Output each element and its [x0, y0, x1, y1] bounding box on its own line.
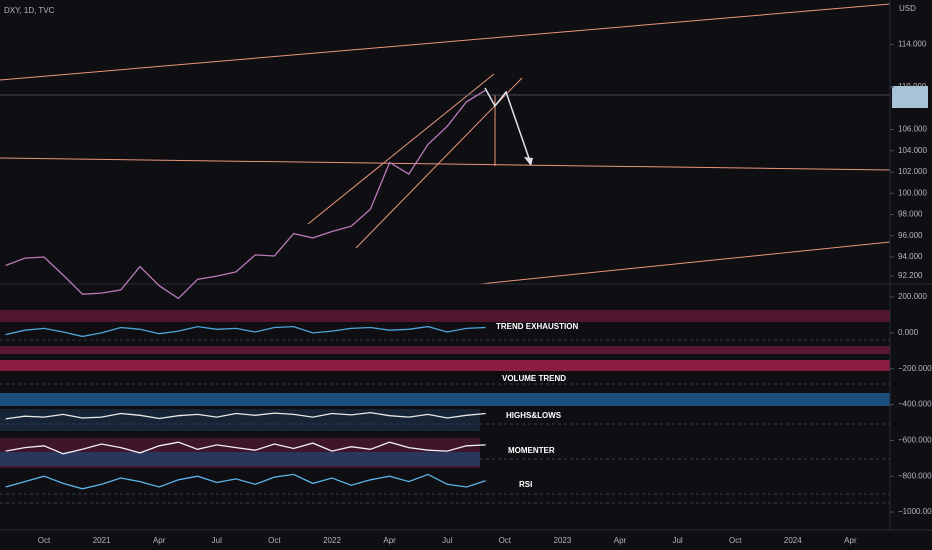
y-tick-label: 200.000 — [898, 292, 927, 301]
arrow-head — [524, 157, 533, 166]
x-tick-label: Apr — [383, 536, 396, 545]
indicator-line — [5, 473, 486, 490]
y-tick-label: 104.000 — [898, 146, 927, 155]
y-tick-label: 98.000 — [898, 210, 923, 219]
y-tick-label: 100.000 — [898, 188, 927, 197]
x-tick-label: Oct — [499, 536, 512, 545]
y-tick-label: −200.000 — [898, 364, 932, 373]
x-tick-label: Oct — [729, 536, 742, 545]
x-tick-label: 2023 — [554, 536, 572, 545]
indicator-line — [5, 411, 486, 420]
legend-label: TREND EXHAUSTION — [496, 322, 578, 331]
x-tick-label: Oct — [38, 536, 51, 545]
projection-arrow — [484, 87, 532, 165]
price-line-series — [5, 89, 486, 300]
currency-label: USD — [899, 4, 916, 13]
y-tick-label: 106.000 — [898, 125, 927, 134]
y-tick-label: 114.000 — [898, 40, 927, 49]
bands — [0, 310, 890, 468]
x-tick-label: Apr — [614, 536, 627, 545]
legend-label: RSI — [519, 480, 532, 489]
y-tick-label: 102.000 — [898, 167, 927, 176]
y-tick-label: −800.000 — [898, 471, 932, 480]
annotation-label: VOLUME TREND — [502, 374, 566, 383]
x-tick-label: 2021 — [93, 536, 111, 545]
x-tick-label: Jul — [212, 536, 222, 545]
x-tick-label: Apr — [153, 536, 166, 545]
x-tick-label: Jul — [442, 536, 452, 545]
indicator-line — [5, 441, 486, 455]
x-tick-label: Jul — [672, 536, 682, 545]
y-tick-label: −1000.000 — [898, 507, 932, 516]
legend-label: MOMENTER — [508, 446, 555, 455]
dashed-levels — [0, 339, 890, 504]
x-tick-label: 2022 — [323, 536, 341, 545]
y-tick-label: 94.000 — [898, 252, 923, 261]
y-tick-label: −400.000 — [898, 400, 932, 409]
legend-label: HIGHS&LOWS — [506, 411, 562, 420]
y-tick-label: 96.000 — [898, 231, 923, 240]
y-tick-label: 110.000 — [898, 82, 927, 91]
x-tick-label: Oct — [268, 536, 281, 545]
y-tick-label: 0.000 — [898, 328, 919, 337]
price-label-box — [892, 86, 928, 108]
symbol-title: DXY, 1D, TVC — [4, 6, 55, 15]
x-tick-label: Apr — [844, 536, 857, 545]
x-tick-label: 2024 — [784, 536, 802, 545]
y-tick-label: −600.000 — [898, 435, 932, 444]
y-tick-label: 92.200 — [898, 271, 923, 280]
indicator-line — [5, 325, 486, 338]
